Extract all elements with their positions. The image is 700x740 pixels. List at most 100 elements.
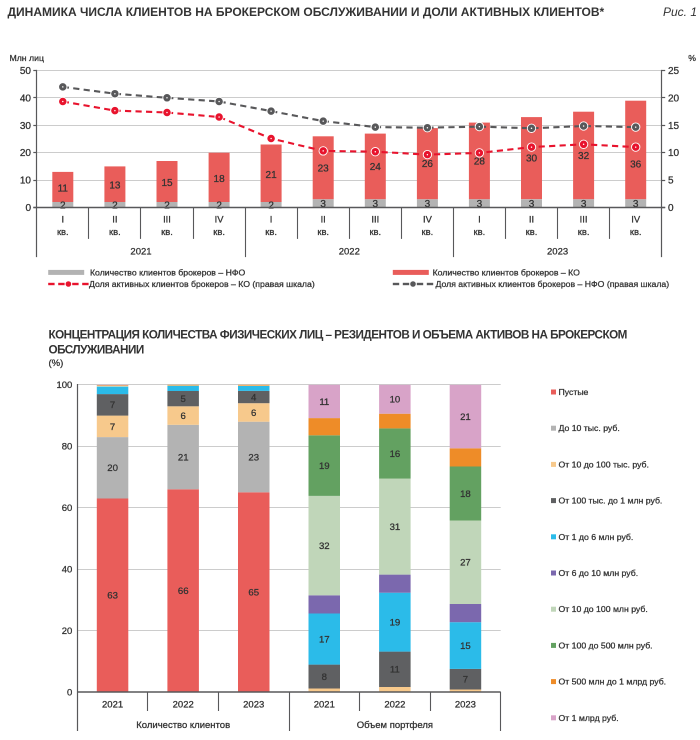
svg-text:32: 32 [319, 541, 330, 552]
svg-text:3: 3 [477, 199, 483, 210]
svg-text:13: 13 [109, 181, 121, 192]
svg-text:2021: 2021 [102, 700, 123, 711]
svg-text:30: 30 [526, 154, 538, 165]
svg-text:кв.: кв. [526, 226, 538, 237]
svg-text:Объем портфеля: Объем портфеля [357, 720, 433, 731]
svg-text:2022: 2022 [384, 700, 405, 711]
svg-text:15: 15 [668, 121, 680, 132]
svg-text:20: 20 [62, 626, 73, 637]
svg-text:6: 6 [251, 408, 256, 419]
svg-text:2023: 2023 [455, 700, 476, 711]
svg-text:11: 11 [58, 184, 69, 195]
svg-text:0: 0 [25, 203, 31, 214]
svg-text:кв.: кв. [578, 226, 590, 237]
svg-text:I: I [270, 213, 273, 224]
svg-text:III: III [580, 213, 588, 224]
svg-text:5: 5 [668, 176, 674, 187]
svg-text:80: 80 [62, 442, 73, 453]
svg-text:3: 3 [320, 199, 326, 210]
svg-text:кв.: кв. [213, 226, 225, 237]
svg-text:кв.: кв. [265, 226, 277, 237]
svg-text:23: 23 [248, 452, 259, 463]
svg-text:2: 2 [164, 201, 170, 212]
svg-text:28: 28 [474, 157, 486, 168]
svg-text:10: 10 [20, 176, 32, 187]
svg-text:50: 50 [20, 66, 32, 77]
svg-text:3: 3 [529, 199, 535, 210]
svg-text:ОБСЛУЖИВАНИИ: ОБСЛУЖИВАНИИ [49, 343, 144, 356]
svg-text:От 10 до 100 млн руб.: От 10 до 100 млн руб. [559, 604, 648, 614]
svg-text:От 100 тыс. до 1 млн руб.: От 100 тыс. до 1 млн руб. [559, 496, 663, 506]
svg-text:21: 21 [460, 412, 471, 423]
svg-text:15: 15 [161, 178, 173, 189]
svg-text:26: 26 [422, 159, 434, 170]
svg-text:63: 63 [107, 591, 118, 602]
svg-text:19: 19 [390, 618, 401, 629]
svg-text:20: 20 [668, 94, 680, 105]
svg-text:11: 11 [390, 665, 400, 676]
svg-text:3: 3 [581, 199, 587, 210]
svg-text:21: 21 [266, 170, 278, 181]
svg-text:23: 23 [318, 163, 330, 174]
svg-text:24: 24 [370, 162, 382, 173]
svg-text:19: 19 [319, 461, 330, 472]
svg-text:Млн лиц: Млн лиц [10, 53, 44, 63]
svg-text:От 500 млн до 1 млрд руб.: От 500 млн до 1 млрд руб. [559, 677, 667, 687]
svg-text:21: 21 [178, 452, 189, 463]
svg-text:30: 30 [20, 121, 32, 132]
svg-text:II: II [321, 213, 326, 224]
svg-text:ДИНАМИКА ЧИСЛА КЛИЕНТОВ НА БРО: ДИНАМИКА ЧИСЛА КЛИЕНТОВ НА БРОКЕРСКОМ ОБ… [8, 5, 605, 19]
svg-text:II: II [112, 213, 117, 224]
svg-text:2: 2 [268, 201, 274, 212]
svg-text:6: 6 [181, 411, 186, 422]
svg-text:100: 100 [56, 380, 72, 391]
svg-text:кв.: кв. [630, 226, 642, 237]
svg-text:7: 7 [463, 675, 468, 686]
svg-text:II: II [529, 213, 534, 224]
svg-text:31: 31 [390, 522, 401, 533]
svg-text:От 1 до 6 млн руб.: От 1 до 6 млн руб. [559, 532, 634, 542]
svg-text:IV: IV [215, 213, 225, 224]
svg-text:III: III [371, 213, 379, 224]
svg-text:66: 66 [178, 586, 189, 597]
svg-text:кв.: кв. [317, 226, 329, 237]
svg-text:3: 3 [425, 199, 431, 210]
svg-text:10: 10 [390, 395, 401, 406]
svg-text:17: 17 [319, 634, 330, 645]
svg-text:7: 7 [110, 422, 115, 433]
svg-text:2023: 2023 [243, 700, 264, 711]
svg-text:5: 5 [181, 394, 186, 405]
svg-text:16: 16 [390, 449, 401, 460]
svg-text:18: 18 [214, 174, 226, 185]
svg-text:кв.: кв. [161, 226, 173, 237]
svg-text:III: III [163, 213, 171, 224]
svg-text:0: 0 [668, 203, 674, 214]
svg-text:(%): (%) [49, 358, 64, 369]
svg-text:40: 40 [62, 565, 73, 576]
svg-text:Количество клиентов брокеров –: Количество клиентов брокеров – КО [433, 268, 581, 278]
svg-text:3: 3 [373, 199, 379, 210]
svg-text:60: 60 [62, 503, 73, 514]
svg-text:I: I [478, 213, 481, 224]
svg-text:Пустые: Пустые [559, 387, 589, 397]
svg-text:27: 27 [460, 558, 471, 569]
svg-text:2: 2 [60, 201, 66, 212]
svg-text:От 100 до 500 млн руб.: От 100 до 500 млн руб. [559, 640, 653, 650]
svg-text:25: 25 [668, 66, 680, 77]
svg-text:65: 65 [248, 588, 259, 599]
svg-text:18: 18 [460, 489, 471, 500]
svg-text:2022: 2022 [173, 700, 194, 711]
svg-text:IV: IV [631, 213, 641, 224]
svg-text:От 1 млрд руб.: От 1 млрд руб. [559, 713, 619, 723]
svg-text:2021: 2021 [314, 700, 335, 711]
svg-text:Доля активных клиентов брокеро: Доля активных клиентов брокеров – НФО (п… [436, 279, 670, 289]
svg-text:4: 4 [251, 392, 257, 403]
svg-text:КОНЦЕНТРАЦИЯ КОЛИЧЕСТВА ФИЗИЧЕ: КОНЦЕНТРАЦИЯ КОЛИЧЕСТВА ФИЗИЧЕСКИХ ЛИЦ –… [49, 329, 627, 342]
svg-text:10: 10 [668, 148, 680, 159]
svg-text:Количество клиентов брокеров –: Количество клиентов брокеров – НФО [90, 268, 245, 278]
svg-text:7: 7 [110, 400, 115, 411]
svg-text:3: 3 [633, 199, 639, 210]
svg-text:кв.: кв. [422, 226, 434, 237]
svg-text:От 6 до 10 млн руб.: От 6 до 10 млн руб. [559, 568, 639, 578]
svg-text:32: 32 [578, 151, 590, 162]
